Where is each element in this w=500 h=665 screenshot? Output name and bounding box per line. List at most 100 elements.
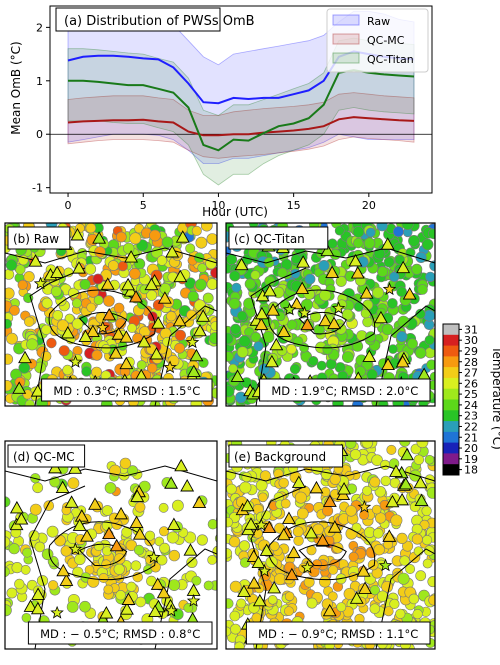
station-dot [329, 473, 341, 485]
station-dot [11, 561, 23, 574]
reference-station-triangle [102, 526, 116, 540]
station-dot [87, 285, 99, 298]
map-stats-box [27, 621, 213, 645]
station-dot [336, 602, 347, 612]
reference-station-triangle [50, 265, 65, 278]
station-dot [79, 600, 91, 613]
station-dot [98, 572, 109, 583]
colorbar-segment [443, 442, 459, 454]
station-dot [14, 578, 25, 590]
reference-station-triangle [124, 250, 139, 263]
station-dot [371, 504, 382, 515]
map-title-box [7, 226, 71, 250]
colorbar-segment [443, 453, 459, 465]
reference-station-star [185, 335, 200, 349]
reference-station-triangle [325, 265, 340, 279]
reference-station-triangle [395, 492, 410, 506]
station-dot [371, 454, 383, 467]
reference-station-triangle [400, 447, 414, 461]
reference-station-triangle [266, 303, 280, 316]
x-axis-label: Hour (UTC) [202, 205, 268, 219]
reference-station-triangle [149, 347, 164, 360]
station-dot [362, 485, 373, 496]
colorbar-tick-label: 26 [464, 377, 478, 390]
station-dot [415, 347, 427, 359]
station-dot [237, 310, 248, 322]
station-dot [413, 546, 424, 557]
map-stats: MD : 0.3°C; RMSD : 1.5°C [41, 378, 213, 402]
reference-station-triangle [72, 261, 86, 274]
station-dot [185, 243, 196, 254]
axis-ticks: 0 5 10 15 20 -1 0 1 2 [32, 21, 376, 212]
reference-station-triangle [349, 591, 364, 604]
reference-station-triangle [156, 585, 171, 599]
station-dot [376, 223, 388, 232]
station-dot [210, 266, 217, 279]
colorbar-tick-label: 20 [464, 442, 478, 455]
station-dot [280, 498, 291, 509]
station-dot [135, 596, 146, 608]
station-dot [226, 517, 233, 528]
station-dot [287, 319, 298, 330]
reference-station-triangle [85, 324, 100, 338]
boundary-line [298, 543, 347, 567]
station-dot [322, 505, 334, 517]
station-dot [319, 289, 332, 302]
station-dot [101, 343, 112, 354]
station-dot [32, 482, 44, 494]
station-dot [5, 496, 11, 508]
station-dot [426, 487, 435, 499]
station-dot [191, 575, 202, 586]
colorbar-tick-label: 30 [464, 334, 478, 347]
station-dot [54, 534, 66, 547]
station-dot [5, 287, 15, 300]
station-dot [20, 564, 31, 575]
station-dot [93, 541, 104, 552]
map-title: (c) QC-Titan [228, 226, 329, 250]
reference-station-triangle [9, 500, 24, 514]
reference-station-triangle [262, 284, 277, 297]
station-dot [196, 534, 208, 546]
station-dot [394, 254, 405, 265]
station-dot [119, 457, 132, 470]
station-dot [34, 541, 46, 553]
station-dot [202, 292, 214, 304]
station-dot [67, 477, 80, 490]
station-dot [296, 507, 309, 520]
map-title-box [228, 226, 329, 250]
station-dot [267, 594, 278, 605]
station-dot [0, 513, 4, 523]
station-dot [421, 505, 432, 517]
station-dot [66, 601, 79, 613]
reference-station-triangle [237, 584, 251, 598]
station-dot [369, 603, 381, 615]
station-dot [389, 598, 400, 610]
station-dot [134, 501, 146, 513]
station-dot [84, 263, 97, 275]
reference-station-triangle [358, 581, 372, 594]
reference-station-triangle [309, 480, 324, 494]
colorbar-segment [443, 356, 459, 368]
station-dot [318, 575, 331, 588]
reference-station-triangle [398, 477, 413, 490]
reference-station-triangle [174, 458, 189, 472]
reference-station-triangle [172, 313, 187, 327]
reference-station-triangle [259, 543, 274, 556]
station-dot [396, 331, 408, 343]
station-dot [373, 247, 386, 260]
reference-station-star [282, 302, 297, 316]
reference-station-triangle [111, 327, 126, 340]
reference-station-triangle [327, 520, 342, 533]
reference-station-triangle [100, 277, 115, 290]
boundary-line [250, 267, 307, 406]
station-dot [239, 540, 251, 552]
colorbar-segment [443, 388, 459, 400]
map-title: (b) Raw [7, 226, 71, 250]
reference-station-star [331, 301, 346, 315]
station-dot [373, 543, 385, 556]
station-dot [348, 551, 359, 562]
station-dot [262, 331, 275, 344]
reference-station-triangle [72, 518, 87, 531]
station-dot [5, 566, 10, 578]
map-title-text: (d) QC-MC [13, 450, 75, 464]
